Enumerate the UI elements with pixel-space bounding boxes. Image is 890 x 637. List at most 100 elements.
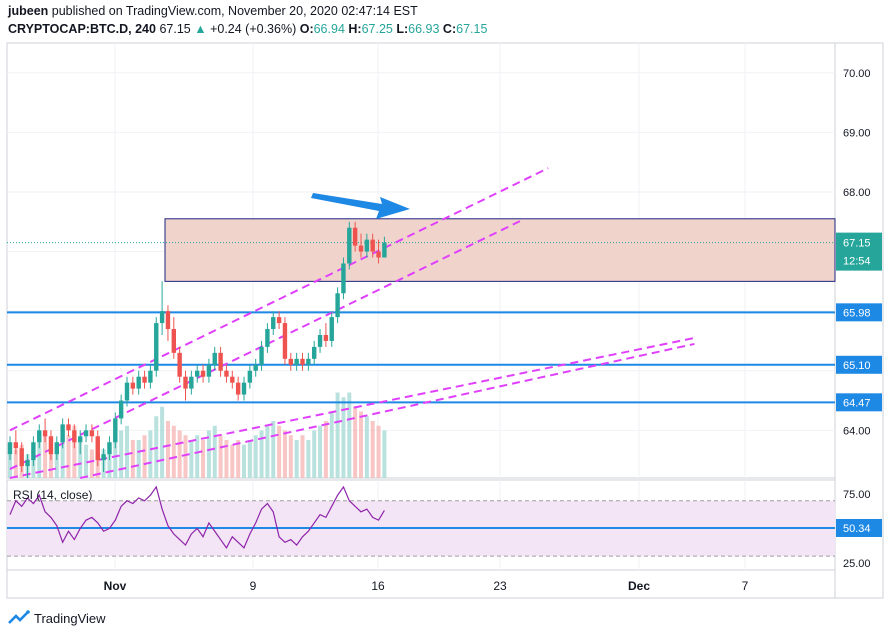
volume-bar <box>265 425 270 478</box>
candle-body <box>95 436 100 461</box>
countdown-label: 12:54 <box>843 256 871 268</box>
rsi-tick-label: 75.00 <box>843 489 871 501</box>
candle-body <box>107 442 112 455</box>
candle-body <box>382 242 387 258</box>
candle-body <box>124 382 130 401</box>
candle-body <box>31 442 36 461</box>
volume-bar <box>89 449 94 478</box>
candle-body <box>48 436 54 455</box>
volume-bar <box>335 392 340 478</box>
candle-body <box>130 382 136 389</box>
up-triangle-icon: ▲ <box>194 22 207 36</box>
volume-bar <box>48 444 53 478</box>
candle-body <box>113 418 118 443</box>
author-name[interactable]: jubeen <box>8 4 49 18</box>
candle-body <box>154 323 159 371</box>
volume-bar <box>242 444 246 478</box>
volume-bar <box>84 444 89 478</box>
candle-body <box>13 442 19 449</box>
candle-body <box>206 364 212 377</box>
candle-body <box>177 352 182 377</box>
candle-body <box>183 376 188 389</box>
candle-body <box>282 323 288 359</box>
candle-body <box>376 251 381 258</box>
candle-body <box>329 317 334 341</box>
candle-body <box>294 358 299 365</box>
volume-bar <box>294 440 299 478</box>
trendline <box>9 167 549 432</box>
volume-bar <box>329 411 334 478</box>
candle-body <box>19 448 24 467</box>
candle-body <box>148 370 153 383</box>
volume-bar <box>66 435 71 478</box>
volume-bar <box>347 392 352 478</box>
volume-bar <box>271 421 276 478</box>
rsi-line <box>9 485 385 549</box>
candle-body <box>25 460 30 467</box>
close-value: 67.15 <box>456 22 488 36</box>
last-price: 67.15 <box>159 22 191 36</box>
candle-body <box>189 376 194 389</box>
volume-bar <box>119 430 124 478</box>
volume-bar <box>224 440 229 478</box>
volume-bar <box>160 406 165 478</box>
time-tick-label: 16 <box>371 579 385 593</box>
volume-bar <box>282 430 287 478</box>
candle-body <box>230 376 235 383</box>
candle-body <box>37 430 42 443</box>
symbol-name[interactable]: CRYPTOCAP:BTC.D, 240 <box>8 22 156 36</box>
volume-bar <box>318 425 323 478</box>
level-price-label: 64.47 <box>843 397 871 409</box>
volume-bar <box>306 440 311 478</box>
volume-bar <box>300 435 305 478</box>
candle-body <box>323 334 329 341</box>
volume-bar <box>125 425 129 478</box>
candle-body <box>89 430 95 437</box>
volume-bar <box>212 425 217 478</box>
candle-body <box>352 227 358 246</box>
tradingview-brand[interactable]: TradingView <box>34 610 106 626</box>
rsi-legend: RSI (14, close) <box>13 488 92 502</box>
trendline <box>79 342 695 479</box>
time-tick-label: Dec <box>628 579 650 593</box>
volume-bar <box>43 435 48 478</box>
volume-bar <box>359 411 363 478</box>
candle-body <box>159 311 165 324</box>
volume-bar <box>353 406 358 478</box>
volume-bar <box>171 425 176 478</box>
candle-body <box>142 376 147 383</box>
volume-bar <box>72 425 77 478</box>
candle-body <box>212 352 217 365</box>
footer: TradingView <box>8 610 106 626</box>
volume-bar <box>183 435 188 478</box>
tradingview-logo-icon <box>8 610 30 624</box>
candle-body <box>72 430 77 443</box>
volume-bar <box>8 454 12 478</box>
volume-bar <box>341 397 346 478</box>
level-price-tag <box>836 303 882 322</box>
price-change: +0.24 (+0.36%) <box>210 22 297 36</box>
volume-bar <box>323 421 328 478</box>
candle-body <box>300 358 305 365</box>
rsi-value-label: 50.34 <box>843 523 871 535</box>
price-tick-label: 70.00 <box>843 68 871 80</box>
candle-body <box>317 334 323 347</box>
candle-body <box>347 227 352 264</box>
volume-bar <box>54 449 59 478</box>
volume-bar <box>13 449 18 478</box>
time-tick-label: 9 <box>250 579 257 593</box>
volume-bar <box>230 444 235 478</box>
candle-body <box>370 239 375 252</box>
high-label: H: <box>348 22 362 36</box>
resistance-zone <box>164 218 836 282</box>
candle-body <box>118 400 124 419</box>
candle-body <box>171 329 176 353</box>
published-text: published on TradingView.com, November 2… <box>51 4 418 18</box>
candle-body <box>136 376 141 389</box>
level-price-label: 65.10 <box>843 360 871 372</box>
volume-bar <box>195 435 200 478</box>
open-value: 66.94 <box>313 22 345 36</box>
low-value: 66.93 <box>408 22 440 36</box>
candle-body <box>60 424 65 443</box>
